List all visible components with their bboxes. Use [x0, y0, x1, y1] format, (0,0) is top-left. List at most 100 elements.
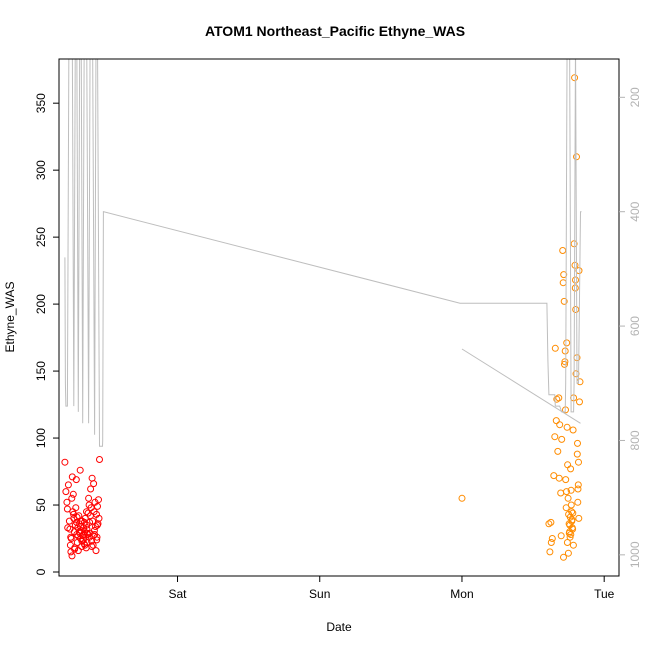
data-point-s1-44: [572, 276, 579, 284]
data-point-s1-6: [550, 472, 558, 480]
data-point-s1-0: [458, 494, 466, 502]
y-tick-label-1: 50: [34, 498, 48, 512]
data-point-s1-26: [563, 339, 571, 347]
data-point-s0-90: [81, 541, 89, 549]
data-point-s1-59: [568, 524, 576, 532]
data-point-s1-33: [566, 533, 574, 541]
y-tick-label-6: 300: [34, 160, 48, 180]
data-point-s1-19: [560, 271, 568, 279]
data-point-s0-44: [85, 494, 93, 502]
data-point-s1-53: [576, 378, 584, 386]
data-point-s0-4: [64, 481, 72, 489]
data-point-s0-88: [74, 532, 82, 540]
data-point-s1-27: [563, 423, 571, 431]
data-point-s0-84: [83, 508, 90, 516]
data-point-s0-86: [89, 532, 97, 540]
x-tick-label-0: Sat: [169, 587, 188, 601]
data-point-s0-61: [93, 533, 101, 541]
y-tick-label-3: 150: [34, 361, 48, 381]
data-point-s1-58: [568, 517, 576, 525]
data-point-s1-8: [551, 344, 559, 352]
data-point-s1-72: [560, 553, 567, 561]
data-point-s1-9: [552, 417, 560, 425]
data-point-s0-68: [71, 545, 79, 553]
data-point-s1-57: [567, 501, 575, 509]
data-point-s1-67: [575, 514, 583, 522]
y-tick-label-2: 100: [34, 428, 48, 448]
data-point-s1-10: [553, 395, 561, 403]
x-axis: Sat Sun Mon Tue: [169, 576, 615, 601]
data-point-s1-41: [570, 240, 578, 248]
data-point-s0-76: [90, 527, 98, 534]
data-point-s1-71: [557, 532, 565, 540]
y-axis: 0 50 100 150 200 250 300 350: [34, 93, 59, 575]
data-point-s1-66: [574, 481, 582, 489]
chart-title: ATOM1 Northeast_Pacific Ethyne_WAS: [205, 23, 465, 39]
data-point-s0-64: [95, 496, 102, 504]
data-point-s1-22: [561, 358, 569, 366]
data-point-s1-49: [574, 485, 582, 493]
data-point-s0-0: [61, 458, 69, 466]
data-point-s0-59: [92, 547, 100, 555]
data-point-s0-19: [72, 476, 80, 484]
data-point-s1-7: [551, 433, 559, 441]
data-point-s1-68: [571, 284, 579, 292]
plot-frame: [58, 58, 620, 577]
data-point-s0-75: [88, 543, 96, 550]
data-point-s0-3: [63, 505, 71, 513]
data-point-s1-50: [575, 458, 582, 466]
y2-axis: 200 400 600 800 1000: [619, 87, 642, 568]
data-point-s0-27: [76, 466, 84, 474]
data-point-s1-20: [560, 297, 568, 305]
data-point-s0-10: [68, 494, 76, 502]
data-point-s0-72: [81, 518, 88, 526]
data-point-s1-48: [574, 439, 581, 447]
data-point-s0-81: [73, 518, 81, 526]
data-point-s0-2: [63, 498, 71, 506]
data-point-s0-78: [64, 524, 72, 532]
data-point-s1-21: [561, 360, 568, 368]
x-tick-label-2: Mon: [450, 587, 473, 601]
y-axis-label: Ethyne_WAS: [3, 282, 17, 353]
data-point-s0-91: [83, 529, 91, 537]
data-point-s1-16: [558, 435, 566, 443]
data-point-s0-1: [62, 488, 70, 496]
y-tick-label-5: 250: [34, 227, 48, 247]
data-point-s0-74: [85, 533, 93, 541]
data-point-s1-28: [564, 461, 572, 469]
x-axis-label: Date: [326, 620, 352, 634]
data-point-s1-69: [572, 306, 580, 313]
data-point-s1-18: [559, 279, 567, 287]
data-point-s0-23: [74, 547, 82, 555]
data-point-s0-80: [70, 510, 78, 518]
data-point-s0-48: [87, 485, 95, 493]
data-point-s1-15: [557, 489, 565, 497]
data-point-s0-87: [93, 521, 101, 529]
data-point-s1-23: [561, 347, 569, 355]
data-point-s1-61: [565, 529, 573, 537]
data-point-s1-24: [562, 476, 570, 484]
data-point-s0-82: [77, 523, 84, 530]
data-point-s1-63: [563, 539, 571, 546]
y2-tick-label-3: 800: [628, 430, 642, 450]
data-point-s0-85: [86, 512, 94, 520]
data-point-s0-73: [83, 525, 91, 533]
data-point-s1-29: [564, 494, 572, 502]
data-point-s1-51: [575, 267, 583, 275]
data-point-s1-74: [569, 541, 577, 549]
data-point-s1-3: [547, 518, 555, 526]
data-point-s0-66: [96, 456, 103, 463]
data-point-s1-14: [556, 421, 564, 429]
data-point-s1-73: [563, 488, 570, 496]
data-point-s1-5: [548, 535, 556, 542]
data-point-s0-21: [73, 539, 81, 546]
data-point-s0-89: [77, 517, 85, 525]
data-point-s1-13: [555, 474, 563, 482]
altitude-line-segment-0: [64, 59, 582, 447]
y2-tick-label-1: 400: [628, 201, 642, 221]
data-point-s1-39: [569, 426, 577, 434]
data-point-s1-17: [559, 247, 567, 254]
data-point-s1-4: [547, 539, 555, 546]
data-point-s0-53: [89, 541, 97, 549]
